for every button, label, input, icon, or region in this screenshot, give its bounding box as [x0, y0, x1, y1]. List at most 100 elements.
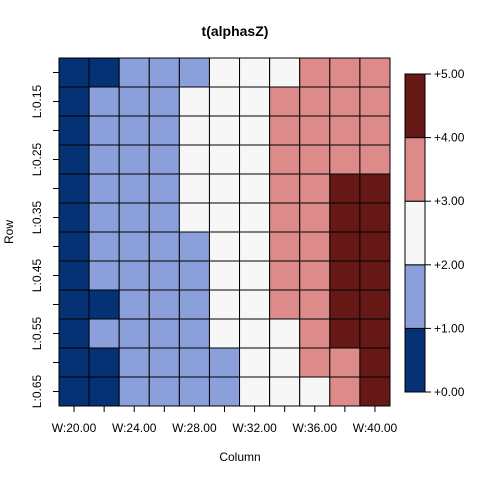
heatmap-cell — [58, 57, 90, 88]
heatmap-cell — [269, 115, 301, 146]
legend-swatch — [404, 73, 426, 139]
heatmap-cell — [88, 289, 120, 320]
legend-swatch — [404, 200, 426, 266]
heatmap-cell — [148, 115, 180, 146]
heatmap-cell — [148, 231, 180, 262]
heatmap-cell — [299, 144, 331, 175]
heatmap-cell — [58, 231, 90, 262]
heatmap-cell — [299, 86, 331, 117]
heatmap-cell — [58, 260, 90, 291]
heatmap-cell — [148, 347, 180, 378]
heatmap-cell — [178, 115, 210, 146]
y-tick-label: L:0.15 — [30, 84, 44, 118]
heatmap-cell — [329, 173, 361, 204]
heatmap-cell — [148, 260, 180, 291]
heatmap-cell — [118, 115, 150, 146]
heatmap-cell — [359, 202, 391, 233]
heatmap-cell — [359, 289, 391, 320]
heatmap-cell — [329, 347, 361, 378]
heatmap-cell — [299, 231, 331, 262]
x-tick-label: W:28.00 — [172, 421, 217, 435]
heatmap-cell — [88, 86, 120, 117]
legend-swatch — [404, 327, 426, 393]
y-tick-label: L:0.25 — [30, 142, 44, 176]
legend-tick-label: +5.00 — [434, 67, 465, 81]
color-legend: +0.00 +1.00 +2.00 +3.00 +4.00 +5.00 — [404, 67, 465, 399]
heatmap-cell — [239, 260, 271, 291]
heatmap-cell — [239, 173, 271, 204]
heatmap-cell — [359, 144, 391, 175]
heatmap-cell — [269, 318, 301, 349]
heatmap-cell — [178, 173, 210, 204]
heatmap-cell — [329, 202, 361, 233]
heatmap-cell — [178, 347, 210, 378]
heatmap-cell — [88, 57, 120, 88]
legend-swatch — [404, 137, 426, 202]
heatmap-cell — [58, 115, 90, 146]
heatmap-cell — [118, 202, 150, 233]
heatmap-cell — [88, 115, 120, 146]
heatmap-cell — [88, 260, 120, 291]
heatmap-cell — [269, 231, 301, 262]
heatmap-cell — [58, 202, 90, 233]
heatmap-cell — [148, 57, 180, 88]
heatmap-cell — [118, 260, 150, 291]
y-tick-label: L:0.35 — [30, 200, 44, 234]
legend-tick-label: +0.00 — [434, 385, 465, 399]
heatmap-cell — [118, 289, 150, 320]
x-tick-label: W:40.00 — [353, 421, 398, 435]
heatmap-cell — [359, 231, 391, 262]
heatmap-cell — [299, 289, 331, 320]
heatmap-cell — [118, 376, 150, 407]
heatmap-cell — [299, 318, 331, 349]
heatmap-cell — [178, 260, 210, 291]
heatmap-cell — [118, 144, 150, 175]
chart-title: t(alphasZ) — [202, 23, 269, 39]
heatmap-cell — [299, 173, 331, 204]
heatmap-cell — [329, 57, 361, 88]
legend-swatch — [404, 264, 426, 329]
heatmap-cell — [178, 202, 210, 233]
heatmap-cell — [239, 202, 271, 233]
heatmap-cell — [88, 173, 120, 204]
heatmap-cell — [148, 376, 180, 407]
heatmap-cell — [299, 202, 331, 233]
heatmap-cell — [118, 173, 150, 204]
y-axis-title: Row — [2, 220, 16, 244]
heatmap-cell — [359, 115, 391, 146]
heatmap-cell — [178, 144, 210, 175]
legend-frame — [404, 73, 426, 393]
heatmap-cell — [58, 144, 90, 175]
heatmap-cell — [58, 86, 90, 117]
x-tick-label: W:36.00 — [293, 421, 338, 435]
heatmap-cell — [269, 289, 301, 320]
heatmap-cell — [148, 289, 180, 320]
heatmap-cell — [299, 347, 331, 378]
heatmap-cell — [118, 347, 150, 378]
heatmap-cell — [329, 86, 361, 117]
heatmap-cell — [239, 86, 271, 117]
heatmap-cell — [178, 376, 210, 407]
heatmap-cell — [178, 289, 210, 320]
heatmap-cell — [329, 231, 361, 262]
heatmap-cell — [58, 318, 90, 349]
heatmap-cell — [329, 260, 361, 291]
heatmap-cell — [148, 144, 180, 175]
heatmap-cell — [208, 347, 241, 378]
heatmap-cell — [208, 318, 241, 349]
heatmap-cell — [58, 376, 90, 407]
heatmap-cell — [239, 376, 271, 407]
heatmap-cell — [208, 289, 241, 320]
heatmap-cell — [58, 173, 90, 204]
heatmap-cell — [329, 289, 361, 320]
x-axis: W:20.00 W:24.00 W:28.00 W:32.00 W:36.00 W:40.… — [52, 406, 398, 435]
x-axis-title: Column — [219, 450, 260, 464]
heatmap-cell — [269, 347, 301, 378]
heatmap-cell — [299, 260, 331, 291]
heatmap-cell — [239, 318, 271, 349]
heatmap-cell — [269, 86, 301, 117]
heatmap-cells — [58, 57, 391, 407]
heatmap-cell — [269, 202, 301, 233]
heatmap-cell — [299, 376, 331, 407]
